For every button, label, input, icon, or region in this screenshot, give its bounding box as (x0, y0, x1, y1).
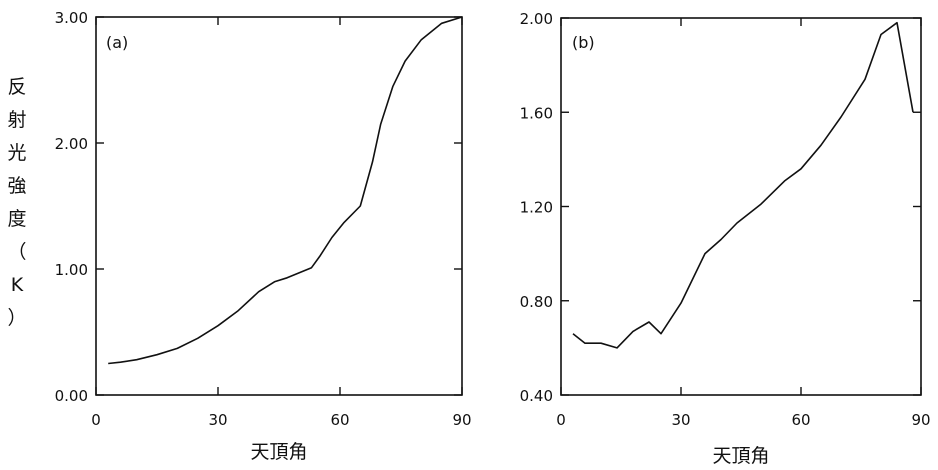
x-tick-label-a: 60 (330, 411, 349, 429)
y-axis-label-char: 反 (7, 76, 27, 98)
y-axis-label-char: 度 (7, 208, 27, 230)
x-tick-label-a: 90 (452, 411, 471, 429)
series-line-b (572, 21, 914, 349)
y-tick-label-b: 0.80 (520, 293, 553, 311)
x-tick-label-a: 30 (208, 411, 227, 429)
y-axis-label-char: K (10, 274, 24, 296)
y-tick-label-b: 1.60 (520, 104, 553, 122)
y-axis-label-char: 光 (7, 142, 27, 164)
x-tick-label-b: 30 (671, 411, 690, 429)
y-tick-label-b: 0.40 (520, 387, 553, 405)
x-tick-label-a: 0 (91, 411, 101, 429)
panel-label-b: (b) (572, 33, 595, 52)
y-tick-label-a: 3.00 (55, 9, 88, 27)
y-tick-label-b: 1.20 (520, 199, 553, 217)
y-axis-label-char: ） (7, 307, 27, 329)
y-tick-label-b: 2.00 (520, 10, 553, 28)
panel-label-a: (a) (106, 33, 128, 52)
x-axis-label-b: 天頂角 (712, 445, 769, 467)
y-tick-label-a: 0.00 (55, 387, 88, 405)
x-tick-label-b: 90 (911, 411, 930, 429)
y-tick-label-a: 1.00 (55, 261, 88, 279)
x-tick-label-b: 0 (556, 411, 566, 429)
y-tick-label-a: 2.00 (55, 135, 88, 153)
y-axis-label-char: 射 (7, 109, 27, 131)
y-axis-label-a: 反 射 光 強 度 （ K ） (4, 76, 30, 329)
y-axis-label-char: （ (7, 241, 27, 263)
x-axis-label-a: 天頂角 (250, 441, 307, 463)
plot-frame-a (95, 16, 463, 396)
series-line-a (108, 16, 463, 365)
y-axis-label-char: 強 (7, 175, 27, 197)
x-tick-label-b: 60 (791, 411, 810, 429)
